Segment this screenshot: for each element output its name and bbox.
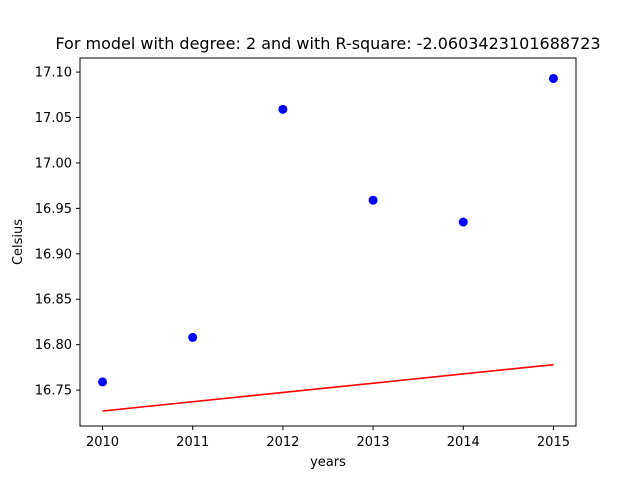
x-tick-label: 2014 bbox=[447, 435, 480, 450]
data-point bbox=[548, 73, 558, 83]
plot-frame bbox=[79, 57, 577, 427]
x-tick-label: 2015 bbox=[537, 435, 570, 450]
data-point bbox=[278, 104, 288, 114]
y-tick-label: 17.00 bbox=[35, 156, 72, 171]
y-tick-label: 17.10 bbox=[35, 66, 72, 81]
x-tick-label: 2010 bbox=[86, 435, 119, 450]
x-tick-label: 2013 bbox=[357, 435, 390, 450]
x-tick-label: 2011 bbox=[176, 435, 209, 450]
data-point bbox=[188, 332, 198, 342]
y-tick-label: 16.75 bbox=[35, 384, 72, 399]
data-point bbox=[458, 217, 468, 227]
data-point bbox=[98, 377, 108, 387]
data-point bbox=[368, 195, 378, 205]
y-axis-label: Celsius bbox=[11, 219, 26, 265]
y-tick-label: 17.05 bbox=[35, 111, 72, 126]
y-tick-label: 16.95 bbox=[35, 202, 72, 217]
x-tick-label: 2012 bbox=[266, 435, 299, 450]
chart-title: For model with degree: 2 and with R-squa… bbox=[55, 34, 600, 53]
x-axis-label: years bbox=[310, 455, 346, 470]
y-tick-label: 16.90 bbox=[35, 247, 72, 262]
y-tick-label: 16.85 bbox=[35, 293, 72, 308]
y-tick-label: 16.80 bbox=[35, 338, 72, 353]
fit-line bbox=[102, 363, 554, 412]
